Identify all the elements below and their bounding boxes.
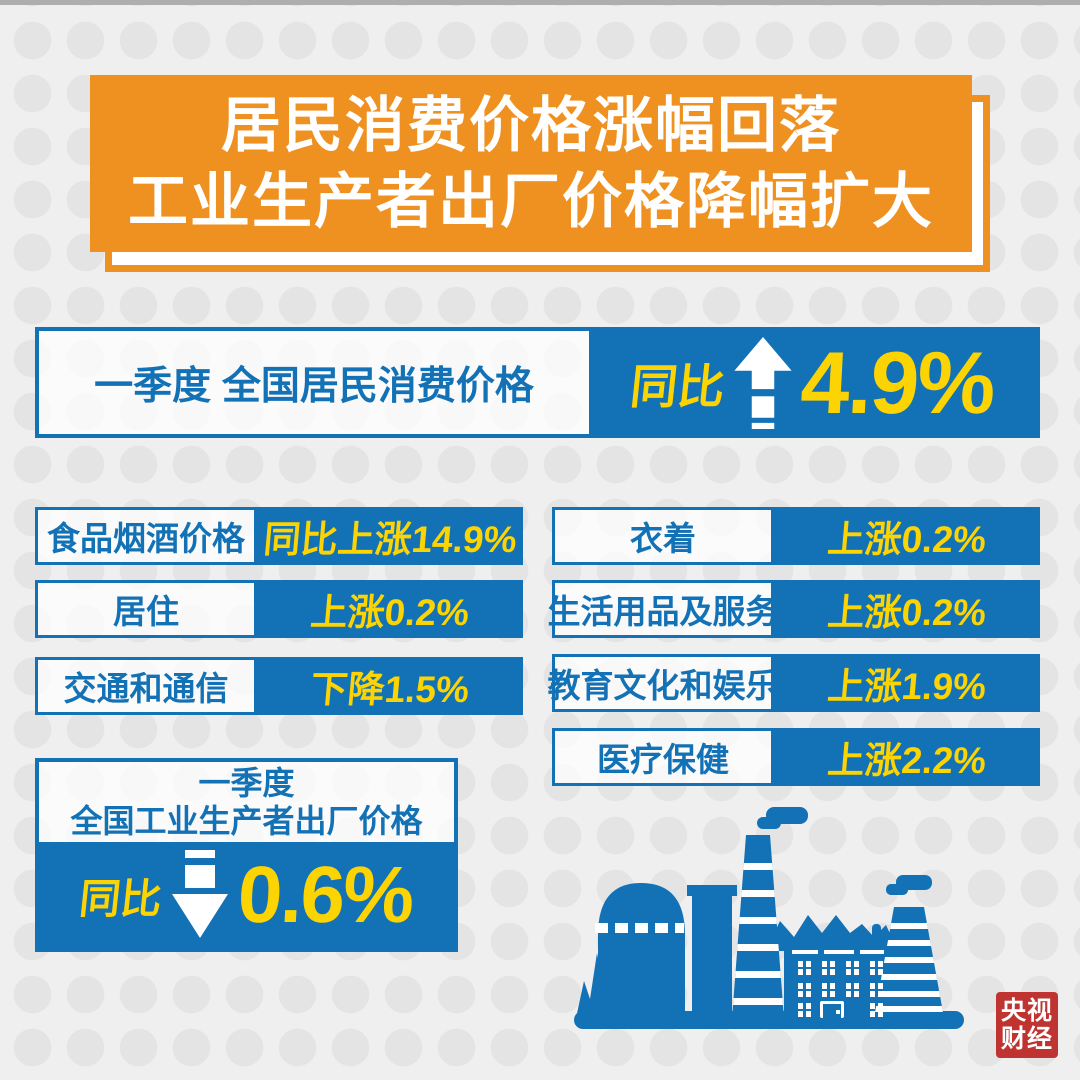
category-label: 交通和通信 (35, 657, 257, 715)
ppi-period-line1: 一季度 (198, 765, 295, 801)
category-row-food: 食品烟酒价格 同比上涨14.9% (35, 507, 523, 565)
tower-stripes-left (732, 863, 784, 1005)
top-gray-strip (0, 0, 1080, 5)
lattice-tower-left (732, 835, 784, 1018)
category-label: 医疗保健 (552, 728, 774, 786)
ppi-period-label: 一季度 全国工业生产者出厂价格 (39, 762, 454, 842)
ppi-value: 0.6% (236, 850, 416, 939)
category-row-housing: 居住 上涨0.2% (35, 580, 523, 638)
chimney-body (692, 896, 732, 1018)
logo-line1: 央视 (1000, 997, 1053, 1025)
header-title-line2: 工业生产者出厂价格降幅扩大 (128, 167, 934, 235)
category-value: 上涨1.9% (774, 654, 1040, 712)
category-value-text: 同比上涨14.9% (261, 519, 518, 560)
building-details (792, 950, 884, 1018)
category-value: 下降1.5% (257, 657, 523, 715)
category-row-transport: 交通和通信 下降1.5% (35, 657, 523, 715)
category-row-clothing: 衣着 上涨0.2% (552, 507, 1040, 565)
category-row-healthcare: 医疗保健 上涨2.2% (552, 728, 1040, 786)
ppi-compare-label: 同比 (77, 876, 165, 922)
category-value: 上涨2.2% (774, 728, 1040, 786)
category-label: 居住 (35, 580, 257, 638)
ppi-summary-box: 一季度 全国工业生产者出厂价格 同比 0.6% (35, 758, 458, 952)
factory-illustration (574, 807, 964, 1029)
category-value-text: 上涨0.2% (308, 592, 471, 633)
header-title-line1: 居民消费价格涨幅回落 (221, 91, 841, 159)
category-value: 同比上涨14.9% (257, 507, 523, 565)
cpi-period-label: 一季度 全国居民消费价格 (94, 364, 534, 408)
cpi-value-panel: 同比 4.9% (589, 331, 1036, 434)
category-value-text: 下降1.5% (308, 669, 471, 710)
cpi-value: 4.9% (798, 332, 997, 432)
header-title-box: 居民消费价格涨幅回落 工业生产者出厂价格降幅扩大 (90, 75, 972, 252)
category-label: 衣着 (552, 507, 774, 565)
factory-roofs (766, 915, 898, 951)
dome-band (595, 923, 684, 933)
category-value: 上涨0.2% (774, 507, 1040, 565)
factory-ground (574, 1011, 964, 1029)
category-row-education: 教育文化和娱乐 上涨1.9% (548, 654, 1040, 712)
dome-building (598, 883, 685, 1018)
tower-stripes-right (874, 923, 944, 1012)
category-value-text: 上涨0.2% (825, 592, 988, 633)
category-value-text: 上涨1.9% (825, 666, 988, 707)
cpi-compare-label: 同比 (627, 360, 728, 413)
up-arrow-icon (734, 336, 792, 429)
chimney-cap (687, 885, 737, 896)
roof-chimney (872, 924, 881, 944)
category-value-text: 上涨0.2% (825, 519, 988, 560)
category-value: 上涨0.2% (774, 580, 1040, 638)
cpi-summary-row: 一季度 全国居民消费价格 同比 4.9% (35, 327, 1040, 438)
category-label: 生活用品及服务 (548, 580, 779, 638)
smoke-cloud (757, 817, 781, 829)
smoke-cloud (886, 884, 908, 895)
cctv-finance-logo: 央视 财经 (996, 992, 1058, 1058)
category-value: 上涨0.2% (257, 580, 523, 638)
logo-line2: 财经 (1000, 1025, 1053, 1053)
ppi-value-panel: 同比 0.6% (39, 842, 454, 948)
category-value-text: 上涨2.2% (825, 740, 988, 781)
category-row-daily-goods: 生活用品及服务 上涨0.2% (548, 580, 1040, 638)
down-arrow-icon (172, 850, 229, 938)
category-label: 教育文化和娱乐 (548, 654, 779, 712)
category-label: 食品烟酒价格 (35, 507, 257, 565)
ppi-period-line2: 全国工业生产者出厂价格 (70, 803, 423, 839)
